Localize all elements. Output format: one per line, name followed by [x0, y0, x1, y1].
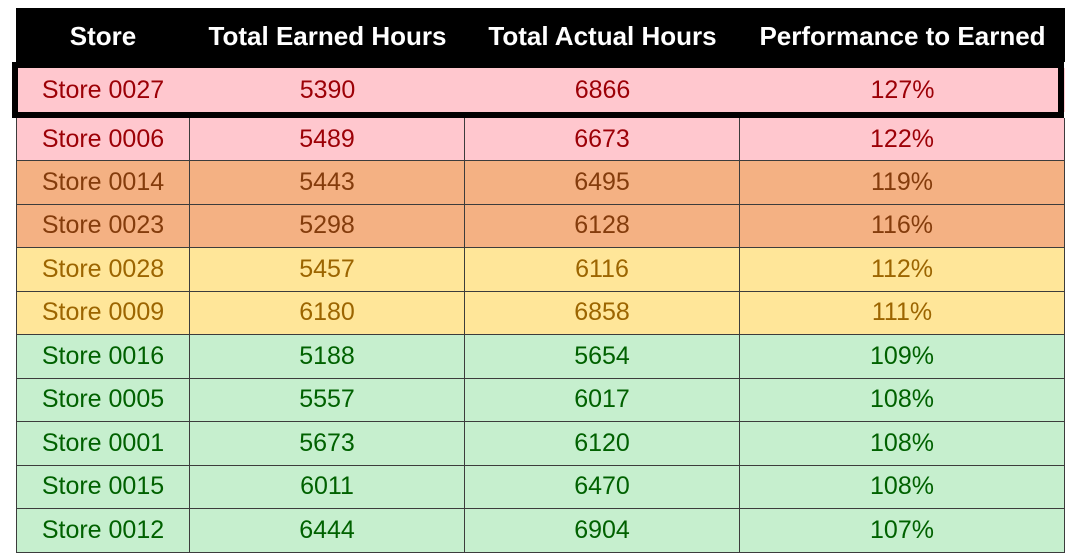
cell-actual-hours: 6495	[465, 161, 740, 204]
cell-performance: 122%	[740, 118, 1065, 160]
table-row: Store 0001 5673 6120 108%	[16, 422, 1065, 466]
cell-earned-hours: 5188	[190, 335, 465, 378]
cell-store: Store 0023	[16, 204, 190, 247]
cell-actual-hours: 6866	[574, 75, 631, 104]
cell-performance: 116%	[740, 204, 1065, 247]
cell-store: Store 0015	[16, 465, 190, 508]
cell-earned-hours: 6011	[190, 465, 465, 508]
cell-actual-hours: 5654	[465, 335, 740, 378]
cell-store: Store 0027	[41, 75, 165, 104]
cell-store: Store 0014	[16, 161, 190, 204]
cell-store: Store 0001	[16, 422, 190, 465]
table-row: Store 0012 6444 6904 107%	[16, 509, 1065, 553]
cell-performance: 108%	[740, 422, 1065, 465]
cell-actual-hours: 6120	[465, 422, 740, 465]
table-header: Store Total Earned Hours Total Actual Ho…	[16, 8, 1065, 62]
header-store: Store	[69, 20, 137, 51]
cell-actual-hours: 6116	[465, 248, 740, 291]
cell-performance: 119%	[740, 161, 1065, 204]
header-total-actual-hours: Total Actual Hours	[488, 20, 717, 51]
cell-earned-hours: 6444	[190, 509, 465, 552]
cell-store: Store 0005	[16, 378, 190, 421]
cell-performance: 108%	[740, 465, 1065, 508]
cell-actual-hours: 6858	[465, 291, 740, 334]
cell-earned-hours: 5390	[299, 75, 356, 104]
cell-performance: 108%	[740, 378, 1065, 421]
cell-store: Store 0006	[16, 118, 190, 160]
cell-performance: 109%	[740, 335, 1065, 378]
table-row: Store 0005 5557 6017 108%	[16, 378, 1065, 422]
cell-store: Store 0016	[16, 335, 190, 378]
cell-performance: 111%	[740, 291, 1065, 334]
cell-actual-hours: 6017	[465, 378, 740, 421]
highlighted-row-border	[12, 62, 1064, 118]
cell-earned-hours: 5298	[190, 204, 465, 247]
cell-store: Store 0012	[16, 509, 190, 552]
cell-actual-hours: 6470	[465, 465, 740, 508]
table-row: Store 0027 5390 6866 127%	[16, 68, 1065, 112]
cell-store: Store 0009	[16, 291, 190, 334]
cell-performance: 107%	[740, 509, 1065, 552]
cell-performance: 127%	[870, 75, 935, 104]
cell-earned-hours: 5489	[190, 118, 465, 160]
table-row: Store 0023 5298 6128 116%	[16, 204, 1065, 248]
cell-store: Store 0028	[16, 248, 190, 291]
table-row: Store 0006 5489 6673 122%	[16, 118, 1065, 161]
table-row: Store 0015 6011 6470 108%	[16, 465, 1065, 509]
table-row: Store 0028 5457 6116 112%	[16, 248, 1065, 292]
header-performance-to-earned: Performance to Earned	[759, 20, 1046, 51]
cell-earned-hours: 5673	[190, 422, 465, 465]
cell-actual-hours: 6904	[465, 509, 740, 552]
cell-earned-hours: 5457	[190, 248, 465, 291]
table-row: Store 0014 5443 6495 119%	[16, 161, 1065, 205]
header-total-earned-hours: Total Earned Hours	[208, 20, 447, 51]
cell-earned-hours: 5557	[190, 378, 465, 421]
cell-actual-hours: 6673	[465, 118, 740, 160]
cell-earned-hours: 6180	[190, 291, 465, 334]
table-row: Store 0016 5188 5654 109%	[16, 335, 1065, 379]
table-row: Store 0009 6180 6858 111%	[16, 291, 1065, 335]
cell-performance: 112%	[740, 248, 1065, 291]
cell-actual-hours: 6128	[465, 204, 740, 247]
cell-earned-hours: 5443	[190, 161, 465, 204]
